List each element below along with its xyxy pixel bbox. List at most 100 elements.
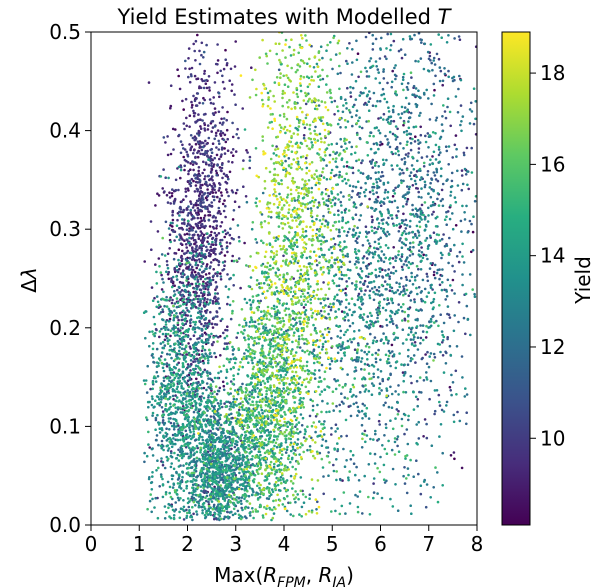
scatter-point <box>354 287 357 291</box>
scatter-point <box>414 135 417 138</box>
scatter-point <box>188 233 191 236</box>
scatter-point <box>419 125 423 129</box>
scatter-point <box>144 336 147 340</box>
scatter-point <box>166 135 169 138</box>
scatter-point <box>157 306 160 310</box>
scatter-point <box>346 373 349 376</box>
scatter-point <box>381 444 384 447</box>
scatter-point <box>448 236 451 240</box>
scatter-point <box>209 170 213 173</box>
scatter-point <box>371 48 375 51</box>
scatter-point <box>200 489 203 493</box>
scatter-point <box>437 148 441 151</box>
scatter-point <box>187 205 190 208</box>
scatter-point <box>221 146 224 150</box>
scatter-point <box>169 84 173 87</box>
scatter-point <box>375 200 378 204</box>
scatter-point <box>348 111 352 114</box>
scatter-point <box>294 425 297 429</box>
scatter-point <box>328 367 332 370</box>
scatter-point <box>340 300 343 303</box>
scatter-point <box>339 95 343 99</box>
scatter-point <box>399 116 402 120</box>
scatter-point <box>210 249 214 252</box>
scatter-point <box>198 408 202 411</box>
scatter-point <box>361 302 365 305</box>
scatter-point <box>448 344 452 348</box>
scatter-point <box>181 353 184 357</box>
scatter-point <box>421 324 425 327</box>
scatter-point <box>348 227 351 231</box>
scatter-point <box>277 68 281 72</box>
scatter-point <box>248 325 251 328</box>
scatter-point <box>224 215 227 219</box>
scatter-point <box>394 259 397 263</box>
scatter-point <box>185 484 189 488</box>
scatter-point <box>201 359 205 363</box>
scatter-point <box>359 267 363 270</box>
scatter-point <box>229 510 233 514</box>
scatter-point <box>393 440 397 444</box>
scatter-point <box>456 111 460 114</box>
scatter-point <box>194 184 198 187</box>
scatter-point <box>155 438 158 442</box>
scatter-point <box>200 375 203 378</box>
scatter-point <box>382 162 386 165</box>
scatter-point <box>451 227 455 231</box>
scatter-point <box>210 230 213 234</box>
scatter-point <box>438 435 441 438</box>
scatter-point <box>355 465 358 469</box>
scatter-point <box>336 351 340 355</box>
scatter-point <box>275 445 279 449</box>
scatter-point <box>198 383 202 387</box>
scatter-point <box>382 403 386 407</box>
scatter-point <box>322 433 326 436</box>
scatter-point <box>409 219 412 223</box>
scatter-point <box>460 120 463 123</box>
scatter-point <box>346 62 349 65</box>
scatter-point <box>437 57 441 61</box>
scatter-point <box>304 102 308 106</box>
scatter-point <box>205 388 208 392</box>
scatter-point <box>197 307 200 310</box>
scatter-point <box>251 507 254 510</box>
scatter-point <box>405 202 408 206</box>
scatter-point <box>189 242 193 246</box>
scatter-point <box>208 210 211 214</box>
scatter-point <box>414 59 417 63</box>
scatter-point <box>415 186 418 190</box>
scatter-point <box>382 112 386 116</box>
scatter-point <box>352 462 356 466</box>
scatter-point <box>177 258 180 262</box>
scatter-point <box>301 416 305 420</box>
scatter-point <box>160 406 164 409</box>
scatter-point <box>210 322 214 326</box>
scatter-point <box>205 354 209 358</box>
scatter-point <box>216 274 219 278</box>
scatter-point <box>466 317 470 321</box>
scatter-point <box>435 319 438 323</box>
scatter-point <box>380 93 383 97</box>
scatter-point <box>215 173 218 177</box>
scatter-point <box>429 195 433 199</box>
scatter-point <box>206 194 210 198</box>
scatter-point <box>408 279 412 283</box>
scatter-point <box>172 257 176 261</box>
scatter-point <box>330 306 333 309</box>
scatter-point <box>217 480 220 484</box>
scatter-point <box>368 294 371 297</box>
scatter-point <box>219 272 222 275</box>
scatter-point <box>427 206 430 210</box>
scatter-point <box>334 423 338 427</box>
scatter-point <box>374 37 378 41</box>
scatter-point <box>327 474 330 478</box>
scatter-point <box>233 65 237 68</box>
scatter-point <box>374 77 378 80</box>
scatter-point <box>172 324 176 328</box>
scatter-point <box>359 280 362 284</box>
scatter-point <box>414 318 418 322</box>
scatter-point <box>212 198 216 202</box>
scatter-point <box>372 477 376 480</box>
scatter-point <box>417 190 421 194</box>
scatter-point <box>371 104 375 107</box>
